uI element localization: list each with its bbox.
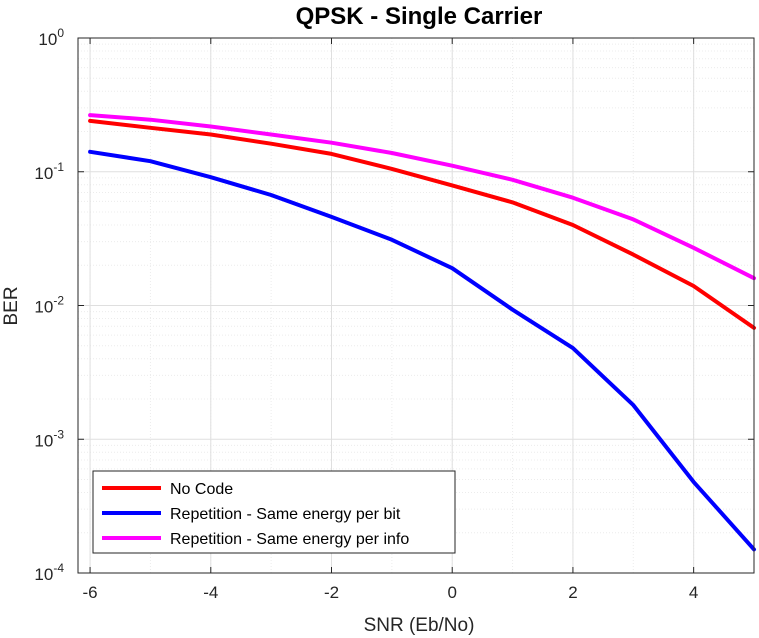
y-tick-label: 10-2: [34, 294, 64, 317]
y-tick-label: 10-3: [34, 427, 64, 450]
series-lines: [88, 113, 756, 552]
x-ticks: -6 -4 -2 0 2 4: [83, 38, 698, 602]
x-tick-label: 2: [568, 583, 577, 602]
legend-label: Repetition - Same energy per bit: [170, 506, 401, 523]
x-tick-label: 4: [689, 583, 698, 602]
series-line-3: [88, 113, 756, 281]
series-line-1: [88, 118, 756, 330]
legend: No Code Repetition - Same energy per bit R…: [92, 470, 456, 554]
y-tick-label: 100: [38, 26, 64, 49]
x-tick-label: 0: [447, 583, 456, 602]
chart-title: QPSK - Single Carrier: [296, 3, 543, 30]
x-tick-label: -4: [203, 583, 218, 602]
x-tick-label: -2: [324, 583, 339, 602]
series-line-2: [88, 149, 756, 552]
y-axis-label: BER: [1, 286, 22, 325]
legend-label: Repetition - Same energy per info: [170, 531, 409, 548]
x-axis-label: SNR (Eb/No): [364, 615, 475, 636]
legend-label: No Code: [170, 481, 233, 498]
y-tick-label: 10-1: [34, 160, 64, 183]
x-tick-label: -6: [83, 583, 98, 602]
y-tick-label: 10-4: [34, 561, 64, 584]
y-ticks: 100 10-1 10-2 10-3 10-4: [34, 26, 754, 584]
